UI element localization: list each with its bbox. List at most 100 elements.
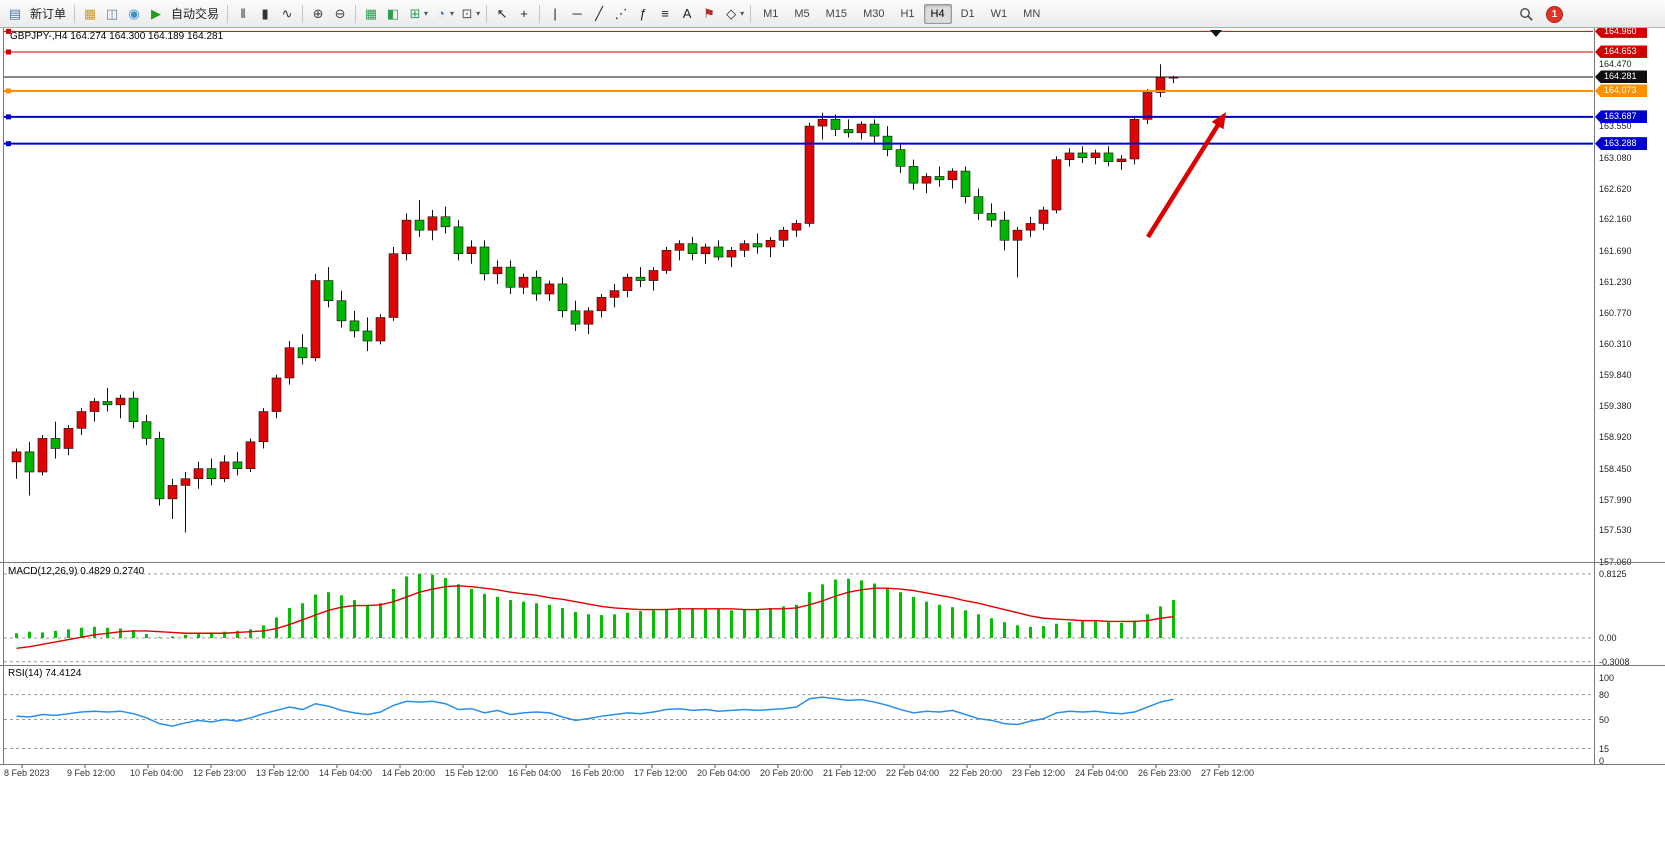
rsi-axis-label: 15: [1599, 743, 1610, 754]
price-axis-label: 162.160: [1599, 214, 1632, 225]
vertical-line-icon[interactable]: |: [553, 5, 557, 21]
new-chart-icon[interactable]: ⊞: [409, 5, 421, 21]
price-axis-label: 157.990: [1599, 494, 1632, 505]
timeframe-button-H1[interactable]: H1: [900, 7, 915, 20]
price-axis-label: 161.230: [1599, 276, 1632, 287]
new-order-button[interactable]: 新订单: [30, 7, 67, 21]
shapes-caret-icon[interactable]: ▾: [740, 9, 745, 18]
cursor-icon[interactable]: ↖: [496, 5, 508, 21]
text-label-icon[interactable]: A: [682, 5, 692, 21]
main-toolbar: ▤ 新订单 ▦ ◫ ◉ ▶ 自动交易 ‖ ▮ ∿ ⊕ ⊖ ▦ ◧ ⊞ ▾ ◔ ▾ ⊡ ▾ ↖ + | ─ ╱ ⋰ ƒ ≡ A ⚑ ◇ ▾ M1 M…: [0, 0, 1665, 28]
chart-list-icon[interactable]: ▦: [83, 5, 97, 21]
price-axis-label: 164.470: [1599, 59, 1632, 70]
zoom-in-icon[interactable]: ⊕: [312, 5, 324, 21]
fibonacci-icon[interactable]: ƒ: [639, 5, 647, 21]
trend-arrow: [1146, 123, 1220, 239]
notification-badge[interactable]: 1: [1546, 5, 1563, 23]
price-axis-label: 159.840: [1599, 370, 1632, 381]
price-tag-163.288: 163.288: [1595, 137, 1647, 151]
time-axis-label: 13 Feb 12:00: [256, 768, 310, 778]
time-axis-label: 9 Feb 12:00: [67, 768, 116, 778]
cascade-windows-icon[interactable]: ◧: [386, 5, 400, 21]
market-watch-icon[interactable]: ◫: [105, 5, 119, 21]
time-axis-label: 14 Feb 20:00: [382, 768, 436, 778]
panel-separator: [0, 665, 1665, 666]
tile-windows-icon[interactable]: ▦: [364, 5, 378, 21]
equidistant-channel-icon[interactable]: ⋰: [614, 5, 628, 21]
price-tag-164.281: 164.281: [1595, 70, 1647, 84]
toolbar-separator: [539, 4, 541, 23]
macd-axis-label: -0.3008: [1599, 656, 1630, 667]
timeframe-button-M30[interactable]: M30: [863, 7, 885, 20]
crosshair-icon[interactable]: +: [520, 5, 528, 21]
toolbar-separator: [750, 4, 752, 23]
new-chart-caret-icon[interactable]: ▾: [424, 9, 429, 18]
auto-trading-button[interactable]: 自动交易: [171, 7, 220, 21]
community-icon[interactable]: ◉: [128, 5, 140, 21]
time-axis-label: 15 Feb 12:00: [445, 768, 499, 778]
price-axis-label: 161.690: [1599, 246, 1632, 256]
bar-chart-type-icon[interactable]: ‖: [240, 5, 246, 21]
macd-histogram: [15, 574, 1175, 638]
price-axis-label: 157.530: [1599, 525, 1632, 536]
rsi-axis-label: 80: [1599, 689, 1610, 700]
line-chart-type-icon[interactable]: ∿: [281, 5, 293, 21]
template-caret-icon[interactable]: ▾: [476, 9, 481, 18]
timeframe-button-D1[interactable]: D1: [960, 7, 975, 20]
auto-trading-icon[interactable]: ▶: [151, 5, 162, 21]
time-axis-label: 27 Feb 12:00: [1201, 768, 1255, 778]
search-icon[interactable]: [1516, 3, 1536, 25]
period-caret-icon[interactable]: ▾: [450, 9, 455, 18]
time-axis-label: 16 Feb 20:00: [571, 768, 625, 778]
template-icon[interactable]: ⊡: [461, 5, 473, 21]
time-axis-label: 12 Feb 23:00: [193, 768, 247, 778]
rsi-axis-label: 50: [1599, 714, 1610, 725]
timeframe-button-M15[interactable]: M15: [825, 7, 848, 20]
horizontal-line-icon[interactable]: ─: [572, 5, 582, 21]
time-axis-label: 10 Feb 04:00: [130, 768, 184, 778]
symbol-title: GBPJPY-,H4 164.274 164.300 164.189 164.2…: [10, 31, 224, 42]
price-axis-label: 158.920: [1599, 432, 1632, 443]
toolbar-separator: [486, 4, 488, 23]
candles-group: [11, 64, 1179, 533]
time-axis-label: 14 Feb 04:00: [319, 768, 373, 778]
timeframe-button-MN[interactable]: MN: [1023, 7, 1041, 20]
rsi-axis-label: 100: [1599, 673, 1615, 683]
timeframe-button-W1[interactable]: W1: [990, 7, 1008, 20]
rsi-axis-label: 0: [1599, 756, 1605, 766]
new-order-icon[interactable]: ▤: [8, 5, 22, 21]
time-axis-label: 26 Feb 23:00: [1138, 768, 1192, 778]
price-tag-164.960: 164.960: [1595, 24, 1647, 38]
price-axis-label: 160.310: [1599, 338, 1632, 349]
time-axis-label: 20 Feb 20:00: [760, 768, 814, 778]
candlestick-type-icon[interactable]: ▮: [261, 5, 269, 21]
time-axis-label: 24 Feb 04:00: [1075, 768, 1129, 778]
macd-axis-label: 0.00: [1599, 633, 1617, 643]
macd-axis-label: 0.8125: [1599, 568, 1627, 579]
price-axis-label: 163.550: [1599, 121, 1632, 132]
hlines-group: [4, 28, 1593, 147]
period-selector-icon[interactable]: ◔: [437, 5, 445, 21]
timeframe-button-M1[interactable]: M1: [763, 7, 779, 20]
time-axis-label: 23 Feb 12:00: [1012, 768, 1066, 778]
panel-separator: [0, 764, 1665, 765]
timeframe-button-H4[interactable]: H4: [923, 3, 952, 24]
price-tag-164.653: 164.653: [1595, 45, 1647, 59]
price-axis-label: 158.450: [1599, 463, 1632, 474]
arrow-object-icon[interactable]: ⚑: [703, 5, 715, 21]
time-axis-label: 17 Feb 12:00: [634, 768, 688, 778]
shapes-icon[interactable]: ◇: [726, 5, 737, 21]
toolbar-separator: [302, 4, 304, 23]
time-axis-label: 22 Feb 20:00: [949, 768, 1003, 778]
channel-lines-icon[interactable]: ≡: [661, 5, 669, 21]
timeframe-button-M5[interactable]: M5: [794, 7, 810, 20]
toolbar-separator: [355, 4, 357, 23]
trendline-icon[interactable]: ╱: [595, 5, 603, 21]
time-axis-label: 21 Feb 12:00: [823, 768, 877, 778]
rsi-line: [16, 696, 1174, 727]
chart-shift-icon: [1210, 30, 1222, 37]
toolbar-separator: [227, 4, 229, 23]
zoom-out-icon[interactable]: ⊖: [334, 5, 346, 21]
